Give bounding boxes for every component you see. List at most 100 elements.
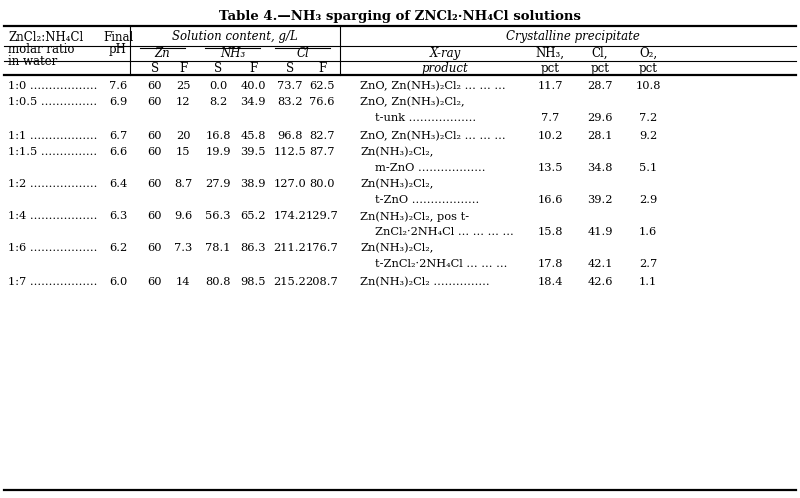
Text: 9.6: 9.6 (174, 211, 192, 221)
Text: 78.1: 78.1 (206, 244, 230, 253)
Text: 8.7: 8.7 (174, 179, 192, 189)
Text: 127.0: 127.0 (274, 179, 306, 189)
Text: 60: 60 (148, 147, 162, 157)
Text: ZnO, Zn(NH₃)₂Cl₂ … … …: ZnO, Zn(NH₃)₂Cl₂ … … … (360, 81, 506, 91)
Text: 176.7: 176.7 (306, 244, 338, 253)
Text: m-ZnO ………………: m-ZnO ……………… (375, 163, 486, 173)
Text: 82.7: 82.7 (310, 131, 334, 141)
Text: Table 4.—NH₃ sparging of ZNCl₂·NH₄Cl solutions: Table 4.—NH₃ sparging of ZNCl₂·NH₄Cl sol… (219, 10, 581, 23)
Text: 29.6: 29.6 (587, 113, 613, 123)
Text: F: F (179, 61, 187, 75)
Text: 8.2: 8.2 (209, 98, 227, 108)
Text: 28.7: 28.7 (587, 81, 613, 91)
Text: 19.9: 19.9 (206, 147, 230, 157)
Text: X-ray: X-ray (430, 47, 461, 60)
Text: Zn(NH₃)₂Cl₂,: Zn(NH₃)₂Cl₂, (360, 243, 434, 253)
Text: ZnCl₂·2NH₄Cl … … … …: ZnCl₂·2NH₄Cl … … … … (375, 227, 514, 237)
Text: S: S (151, 61, 159, 75)
Text: Zn(NH₃)₂Cl₂,: Zn(NH₃)₂Cl₂, (360, 147, 434, 157)
Text: t-ZnCl₂·2NH₄Cl … … …: t-ZnCl₂·2NH₄Cl … … … (375, 259, 507, 269)
Text: 98.5: 98.5 (240, 277, 266, 287)
Text: 11.7: 11.7 (538, 81, 562, 91)
Text: 112.5: 112.5 (274, 147, 306, 157)
Text: 34.8: 34.8 (587, 163, 613, 173)
Text: 60: 60 (148, 244, 162, 253)
Text: 80.8: 80.8 (206, 277, 230, 287)
Text: 28.1: 28.1 (587, 131, 613, 141)
Text: 16.8: 16.8 (206, 131, 230, 141)
Text: 7.3: 7.3 (174, 244, 192, 253)
Text: 14: 14 (176, 277, 190, 287)
Text: 86.3: 86.3 (240, 244, 266, 253)
Text: 60: 60 (148, 179, 162, 189)
Text: 6.2: 6.2 (109, 244, 127, 253)
Text: 1:7 ………………: 1:7 ……………… (8, 277, 98, 287)
Text: 42.6: 42.6 (587, 277, 613, 287)
Text: 87.7: 87.7 (310, 147, 334, 157)
Text: 7.2: 7.2 (639, 113, 657, 123)
Text: Solution content, g/L: Solution content, g/L (172, 29, 298, 42)
Text: 39.5: 39.5 (240, 147, 266, 157)
Text: pH: pH (109, 43, 127, 56)
Text: pct: pct (590, 61, 610, 75)
Text: Cl,: Cl, (592, 47, 608, 60)
Text: 6.9: 6.9 (109, 98, 127, 108)
Text: 18.4: 18.4 (538, 277, 562, 287)
Text: 25: 25 (176, 81, 190, 91)
Text: product: product (422, 61, 468, 75)
Text: 6.4: 6.4 (109, 179, 127, 189)
Text: 6.7: 6.7 (109, 131, 127, 141)
Text: 42.1: 42.1 (587, 259, 613, 269)
Text: 83.2: 83.2 (278, 98, 302, 108)
Text: 76.6: 76.6 (310, 98, 334, 108)
Text: 1:2 ………………: 1:2 ……………… (8, 179, 98, 189)
Text: ZnCl₂:NH₄Cl: ZnCl₂:NH₄Cl (8, 31, 83, 44)
Text: 211.2: 211.2 (274, 244, 306, 253)
Text: 80.0: 80.0 (310, 179, 334, 189)
Text: 6.3: 6.3 (109, 211, 127, 221)
Text: O₂,: O₂, (639, 47, 657, 60)
Text: pct: pct (638, 61, 658, 75)
Text: NH₃: NH₃ (220, 47, 245, 60)
Text: 7.7: 7.7 (541, 113, 559, 123)
Text: 40.0: 40.0 (240, 81, 266, 91)
Text: 7.6: 7.6 (109, 81, 127, 91)
Text: 2.9: 2.9 (639, 195, 657, 205)
Text: 1:0.5 ……………: 1:0.5 …………… (8, 98, 97, 108)
Text: molar ratio: molar ratio (8, 43, 74, 56)
Text: 17.8: 17.8 (538, 259, 562, 269)
Text: 15.8: 15.8 (538, 227, 562, 237)
Text: 129.7: 129.7 (306, 211, 338, 221)
Text: 56.3: 56.3 (206, 211, 230, 221)
Text: 38.9: 38.9 (240, 179, 266, 189)
Text: 1.1: 1.1 (639, 277, 657, 287)
Text: 60: 60 (148, 81, 162, 91)
Text: 2.7: 2.7 (639, 259, 657, 269)
Text: 10.8: 10.8 (635, 81, 661, 91)
Text: 45.8: 45.8 (240, 131, 266, 141)
Text: 60: 60 (148, 131, 162, 141)
Text: 12: 12 (176, 98, 190, 108)
Text: S: S (286, 61, 294, 75)
Text: ZnO, Zn(NH₃)₂Cl₂ … … …: ZnO, Zn(NH₃)₂Cl₂ … … … (360, 131, 506, 141)
Text: pct: pct (541, 61, 559, 75)
Text: F: F (318, 61, 326, 75)
Text: 215.2: 215.2 (274, 277, 306, 287)
Text: 60: 60 (148, 98, 162, 108)
Text: 208.7: 208.7 (306, 277, 338, 287)
Text: 6.6: 6.6 (109, 147, 127, 157)
Text: 73.7: 73.7 (278, 81, 302, 91)
Text: t-unk ………………: t-unk ……………… (375, 113, 476, 123)
Text: 27.9: 27.9 (206, 179, 230, 189)
Text: Zn(NH₃)₂Cl₂,: Zn(NH₃)₂Cl₂, (360, 179, 434, 190)
Text: 10.2: 10.2 (538, 131, 562, 141)
Text: in water: in water (8, 55, 58, 68)
Text: 1.6: 1.6 (639, 227, 657, 237)
Text: 5.1: 5.1 (639, 163, 657, 173)
Text: 6.0: 6.0 (109, 277, 127, 287)
Text: 60: 60 (148, 211, 162, 221)
Text: 41.9: 41.9 (587, 227, 613, 237)
Text: 1:6 ………………: 1:6 ……………… (8, 244, 98, 253)
Text: 1:1.5 ……………: 1:1.5 …………… (8, 147, 97, 157)
Text: t-ZnO ………………: t-ZnO ……………… (375, 195, 479, 205)
